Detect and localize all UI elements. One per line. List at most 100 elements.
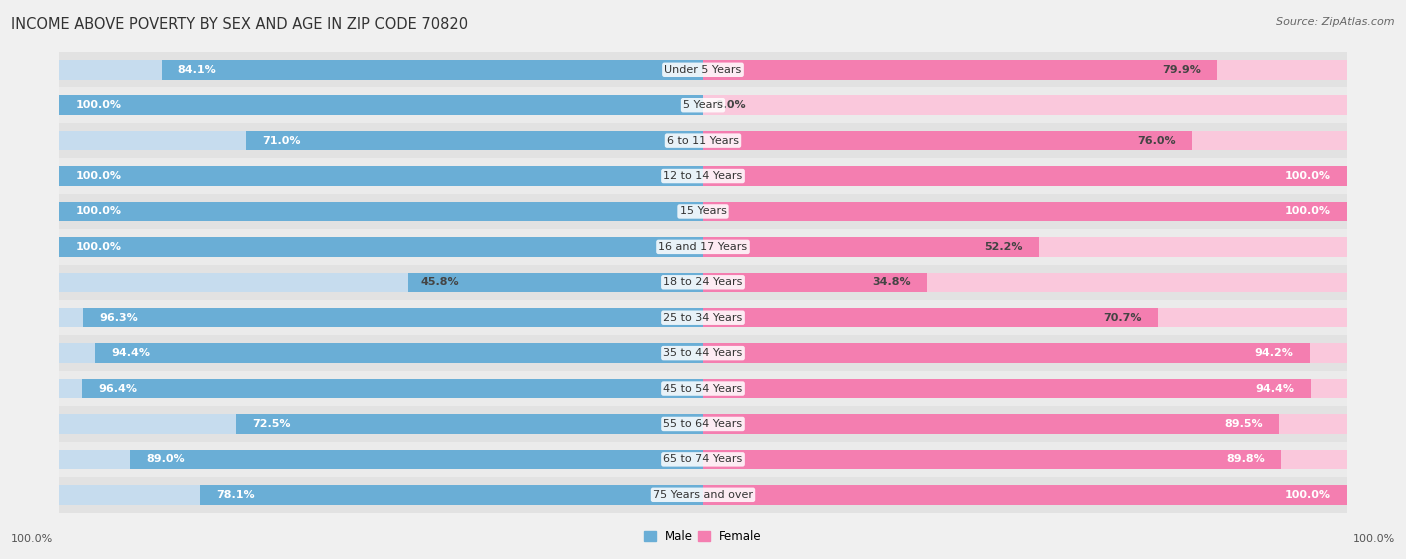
Bar — [703, 379, 1347, 398]
Text: 100.0%: 100.0% — [11, 534, 53, 544]
Text: 79.9%: 79.9% — [1163, 65, 1201, 75]
Text: 72.5%: 72.5% — [252, 419, 291, 429]
Bar — [59, 52, 1347, 88]
Bar — [59, 123, 1347, 158]
Bar — [59, 273, 703, 292]
Bar — [703, 379, 1310, 398]
Text: 100.0%: 100.0% — [1285, 206, 1330, 216]
Text: 100.0%: 100.0% — [76, 242, 121, 252]
Text: 5 Years: 5 Years — [683, 100, 723, 110]
Bar — [703, 167, 1347, 186]
Bar — [703, 414, 1347, 434]
Text: 70.7%: 70.7% — [1104, 312, 1142, 323]
Text: 78.1%: 78.1% — [217, 490, 254, 500]
Text: 100.0%: 100.0% — [76, 171, 121, 181]
Text: 89.5%: 89.5% — [1225, 419, 1263, 429]
Bar — [236, 414, 703, 434]
Bar — [59, 379, 703, 398]
Bar — [59, 449, 703, 469]
Text: 34.8%: 34.8% — [872, 277, 911, 287]
Bar — [59, 202, 703, 221]
Text: 0.0%: 0.0% — [716, 100, 747, 110]
Bar — [59, 414, 703, 434]
Text: 96.3%: 96.3% — [98, 312, 138, 323]
Bar — [162, 60, 703, 79]
Bar — [59, 131, 703, 150]
Bar — [703, 343, 1309, 363]
Text: 84.1%: 84.1% — [177, 65, 217, 75]
Bar — [59, 485, 703, 505]
Bar — [703, 96, 1347, 115]
Text: 6 to 11 Years: 6 to 11 Years — [666, 136, 740, 146]
Text: 15 Years: 15 Years — [679, 206, 727, 216]
Bar — [59, 335, 1347, 371]
Bar — [59, 237, 703, 257]
Bar — [59, 167, 703, 186]
Bar — [59, 202, 703, 221]
Bar — [703, 449, 1347, 469]
Bar — [408, 273, 703, 292]
Bar — [96, 343, 703, 363]
Bar — [59, 237, 703, 257]
Text: 89.0%: 89.0% — [146, 454, 184, 465]
Bar — [59, 300, 1347, 335]
Bar — [59, 158, 1347, 194]
Text: 100.0%: 100.0% — [1353, 534, 1395, 544]
Bar — [703, 60, 1347, 79]
Bar — [129, 449, 703, 469]
Bar — [59, 371, 1347, 406]
Bar — [59, 96, 703, 115]
Text: 55 to 64 Years: 55 to 64 Years — [664, 419, 742, 429]
Bar — [703, 131, 1192, 150]
Text: 71.0%: 71.0% — [262, 136, 301, 146]
Bar — [703, 131, 1347, 150]
Bar — [703, 237, 1347, 257]
Text: 65 to 74 Years: 65 to 74 Years — [664, 454, 742, 465]
Bar — [703, 167, 1347, 186]
Bar — [59, 343, 703, 363]
Text: 94.4%: 94.4% — [1256, 383, 1295, 394]
Bar — [59, 477, 1347, 513]
Text: 52.2%: 52.2% — [984, 242, 1024, 252]
Bar — [703, 237, 1039, 257]
Bar — [83, 308, 703, 328]
Text: 45 to 54 Years: 45 to 54 Years — [664, 383, 742, 394]
Bar — [703, 485, 1347, 505]
Bar — [703, 308, 1159, 328]
Bar — [703, 273, 927, 292]
Text: 16 and 17 Years: 16 and 17 Years — [658, 242, 748, 252]
Bar — [59, 60, 703, 79]
Bar — [59, 442, 1347, 477]
Bar — [59, 264, 1347, 300]
Text: Under 5 Years: Under 5 Years — [665, 65, 741, 75]
Text: 35 to 44 Years: 35 to 44 Years — [664, 348, 742, 358]
Bar — [703, 308, 1347, 328]
Text: 76.0%: 76.0% — [1137, 136, 1177, 146]
Bar — [703, 60, 1218, 79]
Text: 45.8%: 45.8% — [420, 277, 460, 287]
Bar — [703, 202, 1347, 221]
Bar — [59, 167, 703, 186]
Bar — [83, 379, 703, 398]
Bar — [703, 202, 1347, 221]
Legend: Male, Female: Male, Female — [640, 525, 766, 548]
Text: INCOME ABOVE POVERTY BY SEX AND AGE IN ZIP CODE 70820: INCOME ABOVE POVERTY BY SEX AND AGE IN Z… — [11, 17, 468, 32]
Text: Source: ZipAtlas.com: Source: ZipAtlas.com — [1277, 17, 1395, 27]
Text: 12 to 14 Years: 12 to 14 Years — [664, 171, 742, 181]
Bar — [200, 485, 703, 505]
Bar — [246, 131, 703, 150]
Text: 94.4%: 94.4% — [111, 348, 150, 358]
Bar — [59, 194, 1347, 229]
Bar — [703, 414, 1279, 434]
Text: 75 Years and over: 75 Years and over — [652, 490, 754, 500]
Bar — [59, 88, 1347, 123]
Bar — [703, 343, 1347, 363]
Bar — [59, 96, 703, 115]
Text: 96.4%: 96.4% — [98, 383, 138, 394]
Text: 100.0%: 100.0% — [76, 206, 121, 216]
Text: 18 to 24 Years: 18 to 24 Years — [664, 277, 742, 287]
Bar — [703, 273, 1347, 292]
Text: 25 to 34 Years: 25 to 34 Years — [664, 312, 742, 323]
Bar — [59, 308, 703, 328]
Bar — [59, 229, 1347, 264]
